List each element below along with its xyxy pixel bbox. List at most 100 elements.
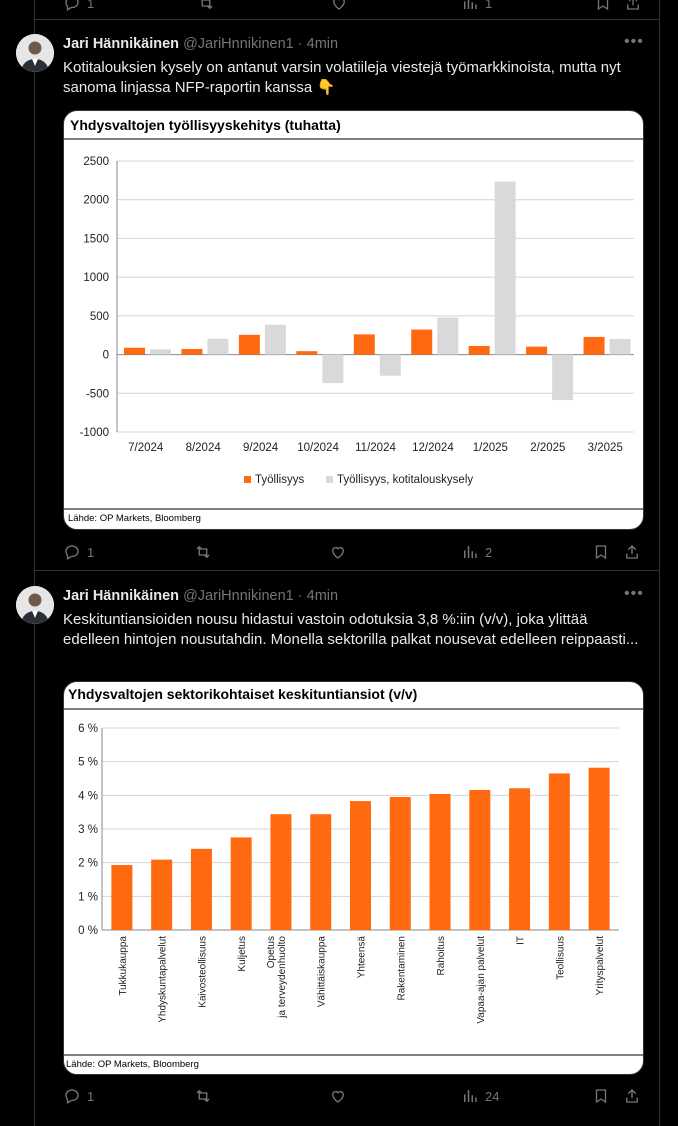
avatar[interactable] xyxy=(16,34,54,72)
x-tick-label-group: Yhdyskuntapalvelut xyxy=(158,936,169,1023)
chart-bars xyxy=(111,767,610,930)
x-tick-label: Teollisuus xyxy=(555,936,566,980)
bar-household-survey xyxy=(494,181,516,355)
bookmark-button[interactable] xyxy=(592,543,610,561)
views-button[interactable]: 24 xyxy=(461,1087,499,1105)
avatar[interactable] xyxy=(16,586,54,624)
bar-household-survey xyxy=(150,349,171,355)
bar-employment xyxy=(411,329,433,355)
x-tick-label: IT xyxy=(516,936,527,945)
share-icon xyxy=(626,545,638,559)
tweet-text: Keskituntiansioiden nousu hidastui vasto… xyxy=(63,611,639,648)
tweet-time[interactable]: 4min xyxy=(306,588,339,604)
share-button[interactable] xyxy=(623,543,641,561)
bar-household-survey xyxy=(609,339,631,355)
views-button[interactable]: 2 xyxy=(461,543,492,561)
bar-wage-growth xyxy=(270,814,292,930)
bar-household-survey xyxy=(437,317,459,355)
share-button[interactable] xyxy=(624,0,642,12)
header-separator: · xyxy=(297,588,303,604)
more-options-button[interactable]: ••• xyxy=(624,585,644,603)
like-button[interactable] xyxy=(329,1087,347,1105)
x-tick-label: 9/2024 xyxy=(243,442,279,454)
bookmark-button[interactable] xyxy=(594,0,612,12)
x-tick-label: Vähittäiskauppa xyxy=(317,936,328,1008)
y-tick-label: 500 xyxy=(90,311,109,323)
tweet-image-chart[interactable]: Yhdysvaltojen työllisyyskehitys (tuhatta… xyxy=(63,110,644,530)
views-button[interactable]: 1 xyxy=(461,0,492,12)
tweet-time[interactable]: 4min xyxy=(306,36,339,52)
like-button[interactable] xyxy=(330,0,348,12)
bar-wage-growth xyxy=(350,801,371,930)
timeline-border-left xyxy=(34,0,35,1126)
chart-title: Yhdysvaltojen työllisyyskehitys (tuhatta… xyxy=(70,117,341,133)
tweet-image-chart[interactable]: Yhdysvaltojen sektorikohtaiset keskitunt… xyxy=(63,681,644,1075)
reply-icon xyxy=(65,1089,79,1104)
repost-button[interactable] xyxy=(194,543,212,561)
y-tick-label: 2000 xyxy=(83,195,109,207)
bookmark-icon xyxy=(595,545,607,560)
bar-employment xyxy=(583,336,605,355)
share-icon xyxy=(627,0,639,10)
tweet-separator xyxy=(35,570,659,571)
x-tick-label: 2/2025 xyxy=(530,442,565,454)
legend-swatch-1 xyxy=(244,476,251,483)
x-axis-labels: Tukkukauppa Yhdyskuntapalvelut Kaivosteoll… xyxy=(118,936,606,1024)
like-button[interactable] xyxy=(329,543,347,561)
x-tick-label-group: IT xyxy=(516,936,527,945)
employment-chart: Yhdysvaltojen työllisyyskehitys (tuhatta… xyxy=(64,117,643,524)
bar-wage-growth xyxy=(230,837,252,930)
bar-household-survey xyxy=(322,354,344,384)
x-tick-label: 1/2025 xyxy=(473,442,508,454)
author-name[interactable]: Jari Hännikäinen xyxy=(63,588,180,604)
bar-wage-growth xyxy=(588,767,610,930)
share-icon xyxy=(626,1089,638,1103)
reply-button[interactable]: 1 xyxy=(63,543,94,561)
repost-button[interactable] xyxy=(197,0,215,12)
bar-wage-growth xyxy=(469,789,491,930)
y-tick-label: 2500 xyxy=(83,156,109,168)
y-tick-label: 1500 xyxy=(83,233,109,245)
author-name[interactable]: Jari Hännikäinen xyxy=(63,36,180,52)
y-tick-label: 3 % xyxy=(78,824,98,836)
x-tick-label: Opetus xyxy=(266,936,277,968)
x-tick-label: Yhdyskuntapalvelut xyxy=(158,936,169,1023)
reply-button[interactable]: 1 xyxy=(63,0,94,12)
x-tick-label-group: Vapaa-ajan palvelut xyxy=(476,936,487,1024)
bar-wage-growth xyxy=(389,797,411,930)
bar-wage-growth xyxy=(151,859,173,930)
more-options-button[interactable]: ••• xyxy=(624,33,644,51)
x-tick-label: Rakentaminen xyxy=(396,936,407,1000)
tweet-actions: 1 2 xyxy=(63,543,643,563)
tweet-header: Jari Hännikäinen @JariHnnikinen1 · 4min xyxy=(63,588,338,604)
x-tick-label: Yrityspalvelut xyxy=(595,936,606,996)
reply-button[interactable]: 1 xyxy=(63,1087,94,1105)
chart-bars xyxy=(124,181,631,401)
y-axis-ticks: 2500 2000 1500 1000 500 0 -500 -1000 xyxy=(80,156,109,439)
bar-employment xyxy=(468,345,490,355)
bar-employment xyxy=(353,334,375,355)
bar-household-survey xyxy=(552,354,574,401)
author-handle[interactable]: @JariHnnikinen1 xyxy=(183,588,294,604)
views-icon xyxy=(464,1090,477,1102)
reply-icon xyxy=(65,545,79,560)
legend-label-2: Työllisyys, kotitalouskysely xyxy=(337,474,473,486)
chart-source: Lähde: OP Markets, Bloomberg xyxy=(66,1059,199,1070)
repost-button[interactable] xyxy=(194,1087,212,1105)
views-count: 24 xyxy=(485,1088,500,1104)
x-tick-label: Rahoitus xyxy=(436,936,447,975)
x-tick-label: Yhteensä xyxy=(357,936,368,979)
chart-source: Lähde: OP Markets, Bloomberg xyxy=(68,513,201,524)
x-axis-labels: 7/2024 8/2024 9/2024 10/2024 11/2024 12/2024 1… xyxy=(128,442,623,454)
x-tick-label: 3/2025 xyxy=(588,442,623,454)
bookmark-icon xyxy=(597,0,609,11)
x-tick-label-group: Yrityspalvelut xyxy=(595,936,606,996)
author-handle[interactable]: @JariHnnikinen1 xyxy=(183,36,294,52)
share-button[interactable] xyxy=(623,1087,641,1105)
reply-count: 1 xyxy=(87,1088,95,1104)
bookmark-button[interactable] xyxy=(592,1087,610,1105)
views-count: 1 xyxy=(485,0,493,11)
y-axis-ticks: 6 % 5 % 4 % 3 % 2 % 1 % 0 % xyxy=(78,723,98,937)
x-tick-label: 10/2024 xyxy=(297,442,339,454)
y-tick-label: 0 % xyxy=(78,925,98,937)
